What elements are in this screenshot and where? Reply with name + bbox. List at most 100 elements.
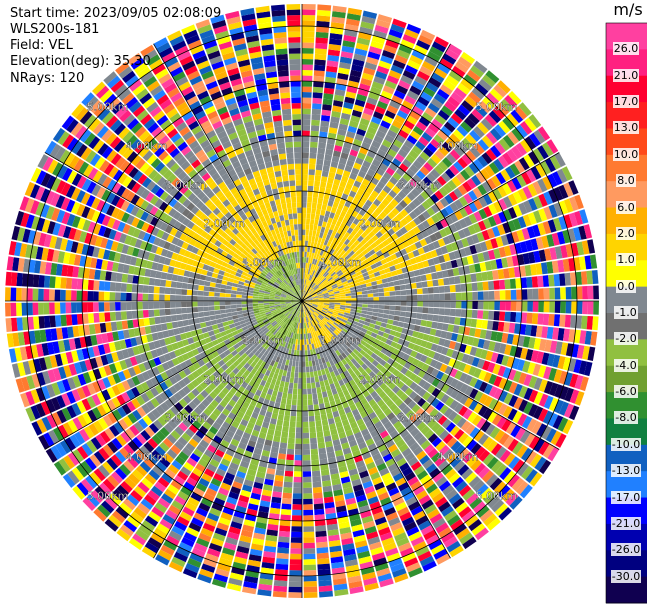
ppi-gate [516, 444, 528, 459]
ppi-gate [513, 383, 523, 396]
ppi-gate [340, 51, 354, 59]
ppi-gate [302, 355, 306, 362]
ppi-gate [325, 314, 331, 319]
ppi-gate [354, 99, 366, 108]
ppi-gate [371, 342, 379, 349]
ppi-gate [394, 263, 402, 270]
ppi-gate [378, 341, 386, 348]
ppi-gate [394, 532, 408, 542]
ppi-gate [308, 355, 312, 362]
ppi-gate [518, 157, 530, 171]
ppi-gate [332, 150, 341, 158]
ppi-gate [316, 552, 329, 560]
ppi-gate [303, 520, 314, 527]
ppi-gate [319, 590, 333, 598]
ppi-gate [547, 219, 557, 233]
ppi-gate [365, 367, 372, 375]
ppi-gate [318, 580, 332, 587]
ppi-gate [328, 43, 341, 51]
ppi-gate [354, 133, 365, 142]
ppi-gate [505, 492, 519, 506]
ppi-gate [374, 154, 384, 163]
ppi-gate [443, 339, 451, 348]
ppi-gate [438, 354, 446, 363]
ppi-gate [258, 303, 264, 306]
ppi-gate [443, 277, 450, 286]
ppi-gate [493, 84, 507, 98]
ppi-gate [329, 280, 336, 285]
ppi-gate [320, 340, 325, 347]
ppi-gate [461, 335, 469, 345]
ppi-gate [420, 425, 431, 436]
ppi-gate [320, 469, 330, 476]
ppi-gate [341, 337, 347, 344]
ppi-gate [523, 154, 535, 168]
ppi-gate [422, 560, 437, 572]
ppi-gate [365, 394, 374, 403]
ppi-gate [322, 165, 330, 172]
ppi-gate [406, 295, 412, 301]
ppi-gate [324, 265, 330, 271]
ppi-gate [453, 187, 463, 199]
ppi-gate [445, 375, 454, 386]
ppi-gate [404, 317, 411, 324]
ppi-gate [517, 216, 527, 229]
ppi-gate [432, 279, 439, 287]
ppi-gate [378, 254, 385, 261]
ppi-gate [385, 458, 396, 468]
ppi-gate [317, 273, 322, 279]
ppi-gate [399, 261, 407, 269]
ppi-gate [445, 331, 453, 340]
ppi-gate [318, 314, 324, 320]
ppi-gate [457, 464, 470, 476]
ppi-gate [357, 252, 364, 259]
ppi-gate [396, 268, 403, 275]
ppi-gate [302, 213, 307, 219]
ppi-gate [324, 350, 330, 357]
ppi-gate [410, 427, 420, 438]
ppi-gate [319, 380, 325, 387]
ppi-gate [203, 286, 210, 292]
ppi-gate [306, 296, 312, 299]
ppi-gate [439, 363, 448, 373]
ppi-gate [317, 254, 322, 261]
ppi-gate [448, 191, 459, 202]
ppi-gate [470, 442, 482, 455]
ppi-gate [452, 129, 465, 141]
ppi-gate [405, 283, 412, 290]
ppi-gate [383, 386, 392, 395]
ppi-gate [304, 311, 308, 317]
ppi-gate [431, 422, 441, 433]
ppi-gate [322, 374, 328, 381]
ppi-gate [447, 43, 463, 56]
ppi-gate [549, 382, 559, 396]
ppi-gate [444, 510, 458, 522]
ppi-gate [586, 316, 594, 330]
ppi-gate [438, 338, 446, 346]
ppi-gate [10, 287, 17, 301]
ppi-gate [398, 443, 409, 453]
ppi-gate [528, 114, 542, 129]
ppi-gate [208, 291, 215, 297]
ppi-gate [342, 377, 349, 384]
ppi-gate [377, 412, 387, 421]
ppi-gate [335, 220, 342, 228]
ppi-gate [302, 207, 307, 214]
ppi-gate [314, 219, 319, 226]
ppi-gate [385, 482, 397, 492]
ppi-gate [375, 320, 382, 326]
ppi-gate [339, 118, 350, 126]
ppi-gate [159, 286, 166, 294]
ppi-gate [335, 239, 341, 246]
ppi-gate [386, 512, 399, 522]
ppi-gate [337, 271, 344, 277]
ppi-gate [434, 456, 446, 467]
ppi-gate [302, 388, 307, 395]
ppi-gate [311, 252, 315, 259]
ppi-gate [357, 499, 369, 508]
ppi-gate [315, 310, 321, 314]
ppi-gate [446, 540, 461, 553]
ppi-gate [477, 310, 484, 319]
ppi-gate [76, 290, 83, 301]
ppi-gate [346, 265, 353, 271]
